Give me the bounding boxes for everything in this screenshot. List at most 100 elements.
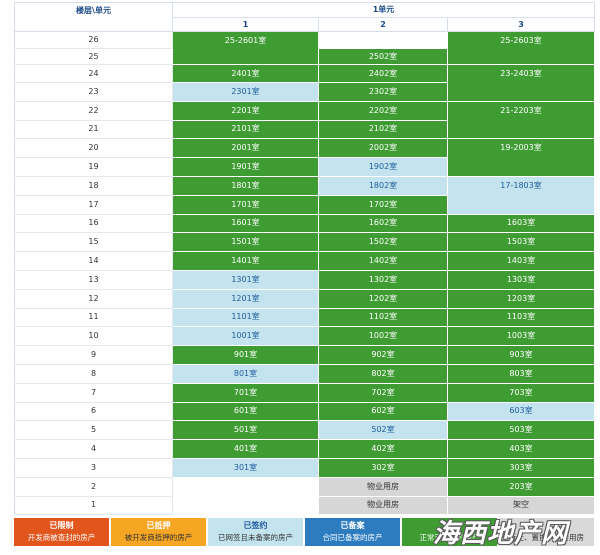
unit-cell[interactable]: 2301室 [172,82,319,102]
unit-cell[interactable]: 1601室 [172,213,319,234]
legend-item: 已备案 合同已备案的房产 [305,518,400,546]
unit-cell[interactable]: 23-2403室 [446,64,596,102]
floor-number: 21 [14,120,173,140]
legend-item: 已抵押 被开发商抵押的房产 [111,518,206,546]
unit-cell[interactable]: 301室 [172,457,319,478]
floor-number: 13 [14,270,173,290]
unit-cell[interactable]: 2002室 [318,138,448,159]
legend-title: 已抵押 [146,521,171,530]
unit-cell[interactable]: 1902室 [318,157,448,177]
unit-cell[interactable]: 703室 [446,382,596,403]
floor-row: 3 301室 302室 303室 [14,457,596,478]
legend-description: 拆迁、置换、配套用房 [509,533,584,542]
unit-cell[interactable]: 2001室 [172,138,319,159]
floor-number: 26 [14,31,173,49]
unit-cell[interactable]: 1502室 [318,232,448,253]
legend-item: 拆迁、置换、配套用房 [499,518,594,546]
unit-cell[interactable]: 1101室 [172,307,319,328]
unit-cell[interactable]: 803室 [446,363,596,384]
unit-cell[interactable]: 602室 [318,401,448,422]
unit-cell[interactable]: 801室 [172,363,319,384]
unit-cell[interactable]: 902室 [318,345,448,365]
floor-row: 10 1001室 1002室 1003室 [14,326,596,347]
unit-cell[interactable]: 1103室 [446,307,596,328]
unit-cell[interactable]: 603室 [446,401,596,422]
unit-cell[interactable]: 1202室 [318,288,448,309]
unit-cell[interactable]: 25-2603室 [446,31,596,65]
unit-cell[interactable]: 802室 [318,363,448,384]
unit-cell[interactable]: 2402室 [318,64,448,83]
unit-cell[interactable]: 25-2601室 [172,31,319,65]
floor-row: 24 2401室 2402室 23-2403室 [14,64,596,102]
unit-cell[interactable]: 17-1803室 [446,175,596,215]
floor-row: 22 2201室 2202室 21-2203室 [14,100,596,140]
unit-cell[interactable]: 502室 [318,420,448,441]
building-sales-table: 楼层\单元 1单元 1 2 3 26 25-2601室 25-2603室 25 2502… [14,2,596,516]
floor-number: 1 [14,496,173,516]
unit-cell[interactable]: 403室 [446,439,596,459]
unit-cell[interactable]: 1603室 [446,213,596,234]
unit-cell[interactable]: 1901室 [172,157,319,177]
unit-cell[interactable]: 1203室 [446,288,596,309]
floor-number: 3 [14,458,173,478]
unit-cell[interactable]: 1003室 [446,326,596,347]
unit-cell[interactable]: 1403室 [446,251,596,271]
floor-row: 15 1501室 1502室 1503室 [14,232,596,253]
empty-cell [172,476,319,497]
floor-number: 23 [14,82,173,102]
unit-cell[interactable]: 203室 [446,476,596,497]
unit-cell[interactable]: 303室 [446,457,596,478]
floor-row: 4 401室 402室 403室 [14,439,596,459]
floor-row: 26 25-2601室 25-2603室 [14,31,596,65]
unit-cell[interactable]: 2201室 [172,100,319,121]
legend-title: 已签约 [243,521,268,530]
empty-cell [318,31,448,49]
unit-cell[interactable]: 21-2203室 [446,100,596,140]
unit-cell[interactable]: 1802室 [318,175,448,196]
unit-cell[interactable]: 1301室 [172,269,319,290]
unit-cell[interactable]: 1402室 [318,251,448,271]
unit-cell[interactable]: 1801室 [172,175,319,196]
header-row: 楼层\单元 1单元 [14,2,596,32]
unit-cell[interactable]: 901室 [172,345,319,365]
unit-cell[interactable]: 2401室 [172,64,319,83]
unit-cell[interactable]: 1602室 [318,213,448,234]
unit-cell[interactable]: 2101室 [172,119,319,140]
unit-cell[interactable]: 701室 [172,382,319,403]
unit-cell[interactable]: 302室 [318,457,448,478]
ancillary-room-cell: 物业用房 [318,495,448,516]
building-unit-header: 1单元 [171,2,596,18]
unit-cell[interactable]: 1401室 [172,251,319,271]
unit-cell[interactable]: 2102室 [318,119,448,140]
unit-cell[interactable]: 503室 [446,420,596,441]
floor-number: 15 [14,232,173,253]
unit-cell[interactable]: 402室 [318,439,448,459]
floor-number: 18 [14,176,173,196]
unit-cell[interactable]: 1201室 [172,288,319,309]
floor-row: 5 501室 502室 503室 [14,420,596,441]
unit-cell[interactable]: 1701室 [172,194,319,215]
unit-cell[interactable]: 1702室 [318,194,448,215]
unit-cell[interactable]: 702室 [318,382,448,403]
unit-cell[interactable]: 1102室 [318,307,448,328]
unit-cell[interactable]: 19-2003室 [446,138,596,177]
unit-cell[interactable]: 1501室 [172,232,319,253]
unit-cell[interactable]: 1001室 [172,326,319,347]
ancillary-room-cell: 架空 [446,495,596,516]
unit-cell[interactable]: 2502室 [318,48,448,65]
floor-unit-corner-header: 楼层\单元 [14,2,173,32]
floor-number: 9 [14,345,173,365]
unit-cell[interactable]: 2302室 [318,82,448,102]
unit-cell[interactable]: 1303室 [446,269,596,290]
unit-cell[interactable]: 1002室 [318,326,448,347]
floor-number: 14 [14,251,173,271]
unit-cell[interactable]: 501室 [172,420,319,441]
unit-cell[interactable]: 903室 [446,345,596,365]
unit-cell[interactable]: 401室 [172,439,319,459]
unit-cell[interactable]: 2202室 [318,100,448,121]
empty-cell [172,495,319,516]
unit-cell[interactable]: 1503室 [446,232,596,253]
unit-cell[interactable]: 1302室 [318,269,448,290]
unit-cell[interactable]: 601室 [172,401,319,422]
floor-number: 12 [14,289,173,309]
